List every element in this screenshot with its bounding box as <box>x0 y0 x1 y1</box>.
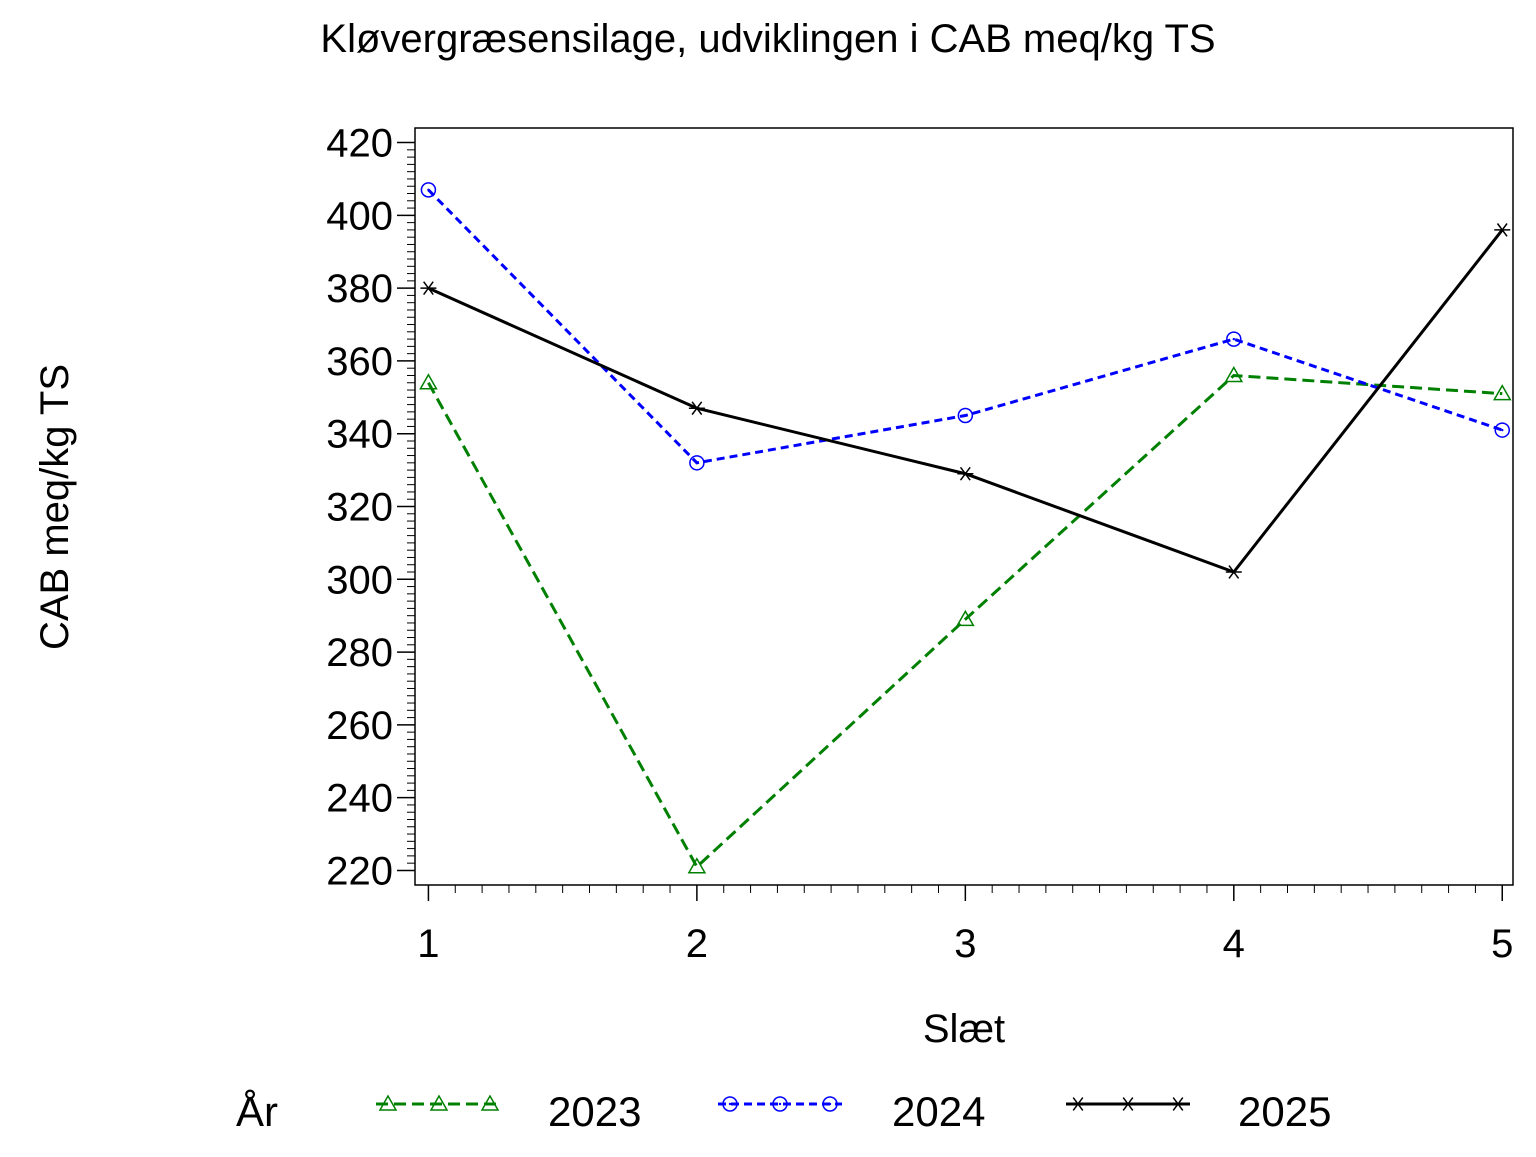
x-axis: 1 2 3 4 5 <box>417 885 1513 966</box>
data-point <box>1494 223 1511 237</box>
marker-dot <box>427 188 430 192</box>
series-2024 <box>420 182 1511 471</box>
legend-label: 2024 <box>892 1088 985 1135</box>
marker-ring <box>1226 331 1242 347</box>
marker-stroke <box>1172 1097 1184 1111</box>
legend-marker <box>378 1094 398 1111</box>
y-tick-label: 420 <box>326 122 393 166</box>
series-layer <box>419 182 1512 874</box>
data-point <box>1225 565 1242 579</box>
legend-label: 2023 <box>548 1088 641 1135</box>
marker-ring <box>772 1096 788 1112</box>
data-point <box>957 466 974 481</box>
x-tick-label: 1 <box>417 922 439 966</box>
data-point <box>957 407 974 424</box>
y-tick-label: 320 <box>326 486 393 530</box>
marker-ring <box>957 407 974 424</box>
series-line <box>427 373 1503 870</box>
legend-entry-2025: 2025 <box>1066 1088 1331 1135</box>
marker-ring <box>420 182 437 198</box>
series-2023 <box>419 365 1512 874</box>
x-tick-label: 4 <box>1223 922 1245 966</box>
legend-marker <box>1070 1097 1086 1111</box>
y-tick-label: 300 <box>326 558 393 602</box>
legend-entry-2023: 2023 <box>376 1088 641 1135</box>
marker-dot <box>964 414 967 417</box>
data-point <box>419 373 438 390</box>
marker-stroke <box>1072 1097 1084 1111</box>
marker-dot <box>1501 428 1504 432</box>
legend-marker <box>429 1094 449 1111</box>
data-point <box>1226 331 1242 347</box>
data-point <box>1492 384 1512 401</box>
marker-dot <box>828 1102 832 1106</box>
y-tick-label: 380 <box>326 267 393 311</box>
data-point <box>956 609 975 627</box>
x-tick-label: 5 <box>1491 922 1513 966</box>
marker-dot <box>728 1102 732 1106</box>
y-tick-label: 220 <box>326 849 393 893</box>
chart-title: Kløvergræsensilage, udviklingen i CAB me… <box>320 17 1215 61</box>
series-2025 <box>420 223 1511 579</box>
legend-marker <box>722 1096 738 1112</box>
data-point <box>420 281 437 295</box>
plot-frame <box>414 127 1514 886</box>
marker-stroke <box>1122 1097 1134 1111</box>
legend-marker <box>772 1096 788 1112</box>
y-tick-label: 400 <box>326 194 393 238</box>
series-line <box>427 228 1504 574</box>
marker-stroke <box>1228 565 1240 579</box>
marker-ring <box>722 1096 738 1112</box>
data-point <box>420 182 437 198</box>
legend-marker <box>480 1094 500 1111</box>
marker-stroke <box>959 466 971 481</box>
y-axis: 220 240 260 280 300 320 340 360 380 400 420 <box>326 122 415 893</box>
y-axis-label: CAB meq/kg TS <box>33 364 77 650</box>
legend-entry-2024: 2024 <box>718 1088 985 1135</box>
y-tick-label: 240 <box>326 777 393 821</box>
marker-ring <box>1494 422 1511 438</box>
marker-ring <box>822 1096 838 1112</box>
legend-label: 2025 <box>1238 1088 1331 1135</box>
legend-title: År <box>236 1088 278 1135</box>
marker-dot <box>1232 337 1236 341</box>
y-tick-label: 280 <box>326 631 393 675</box>
y-tick-label: 260 <box>326 704 393 748</box>
x-tick-label: 3 <box>954 922 976 966</box>
data-point <box>1494 422 1511 438</box>
legend-marker <box>1120 1097 1136 1111</box>
data-point <box>688 401 705 416</box>
marker-dot <box>778 1102 782 1106</box>
y-tick-label: 360 <box>326 340 393 384</box>
data-point <box>689 455 705 471</box>
marker-dot <box>695 461 699 465</box>
y-tick-label: 340 <box>326 413 393 457</box>
marker-stroke <box>1496 223 1508 237</box>
legend: År 2023 2024 2025 <box>236 1088 1331 1135</box>
legend-marker <box>822 1096 838 1112</box>
legend-marker <box>1170 1097 1186 1111</box>
data-point <box>1224 365 1244 383</box>
marker-stroke <box>691 401 703 416</box>
x-axis-label: Slæt <box>923 1007 1005 1051</box>
data-point <box>687 857 707 874</box>
marker-stroke <box>423 281 434 295</box>
x-tick-label: 2 <box>686 922 708 966</box>
marker-ring <box>689 455 705 471</box>
